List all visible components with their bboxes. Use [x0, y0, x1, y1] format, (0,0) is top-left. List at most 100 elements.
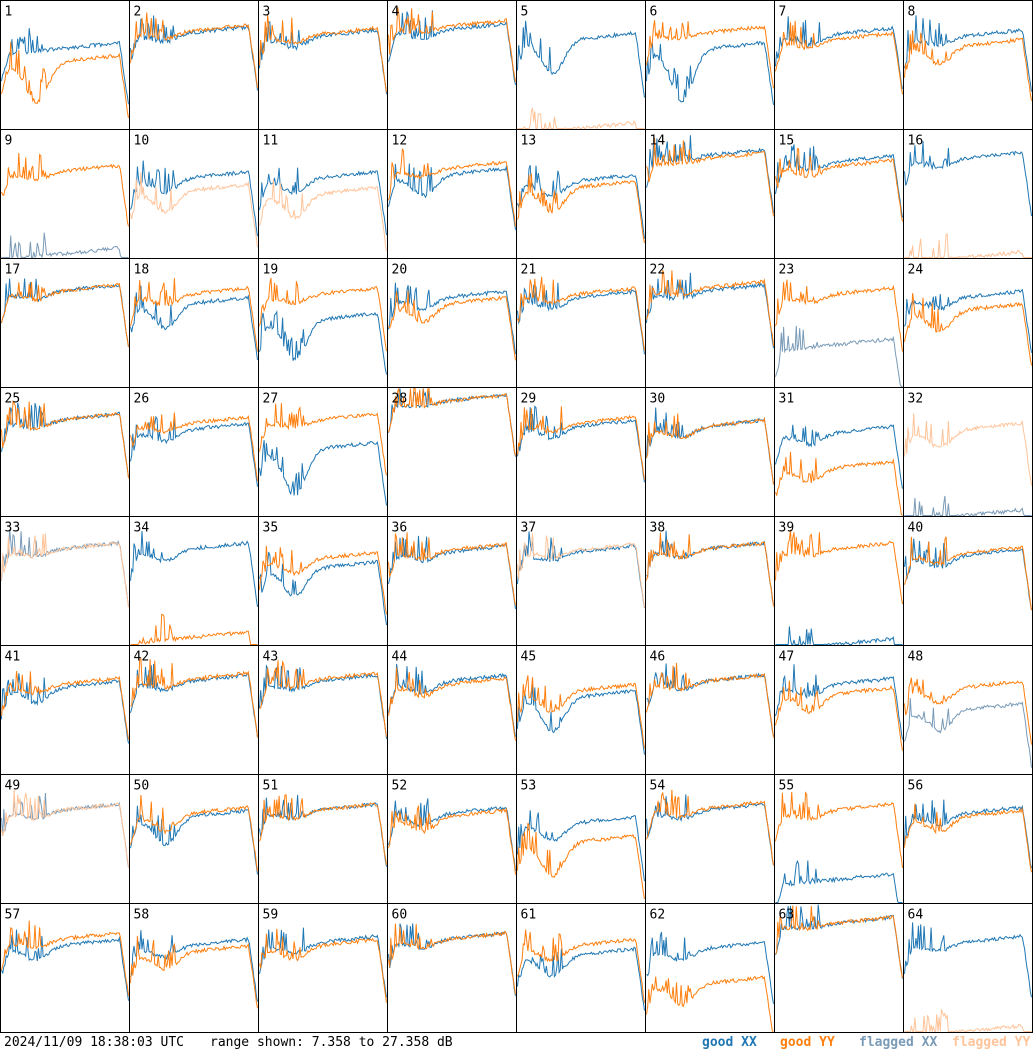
panel-number: 6 [650, 5, 658, 20]
panel-61: 61 [516, 903, 646, 1033]
series-xx-line [259, 21, 387, 95]
panel-frame [129, 774, 259, 904]
panel-frame [387, 774, 517, 904]
panel-number: 12 [392, 134, 408, 149]
panel-number: 53 [521, 779, 537, 794]
panel-4: 4 [387, 0, 517, 130]
panel-36: 36 [387, 516, 517, 646]
panel-frame [903, 258, 1033, 388]
panel-number: 54 [650, 779, 666, 794]
series-xx-line [904, 922, 1032, 998]
series-xx-line [388, 163, 516, 230]
series-yy-line [259, 660, 387, 737]
panel-number: 14 [650, 134, 666, 149]
series-xx-line [646, 40, 774, 105]
panel-30: 30 [645, 387, 775, 517]
series-xx-line [517, 946, 645, 1011]
series-yy-line [904, 677, 1032, 745]
panel-number: 41 [5, 650, 21, 665]
panel-number: 56 [908, 779, 924, 794]
panel-number: 55 [779, 779, 795, 794]
panel-62: 62 [645, 903, 775, 1033]
series-yy-line [904, 293, 1032, 366]
series-xx-line [517, 531, 645, 608]
series-xx-line [775, 626, 903, 646]
panel-frame [0, 903, 130, 1033]
series-yy-line [517, 929, 645, 1004]
series-yy-line [775, 148, 903, 222]
series-xx-line [259, 927, 387, 998]
panel-39: 39 [774, 516, 904, 646]
panel-number: 39 [779, 521, 795, 536]
panel-2: 2 [129, 0, 259, 130]
panel-43: 43 [258, 645, 388, 775]
panel-frame [516, 258, 646, 388]
panel-frame [258, 903, 388, 1033]
panel-frame [258, 516, 388, 646]
panel-31: 31 [774, 387, 904, 517]
panel-number: 51 [263, 779, 279, 794]
panel-number: 9 [5, 134, 13, 149]
panel-58: 58 [129, 903, 259, 1033]
panel-number: 19 [263, 263, 279, 278]
series-xx-line [130, 15, 258, 91]
panel-15: 15 [774, 129, 904, 259]
series-yy-line [259, 179, 387, 252]
panel-number: 28 [392, 392, 408, 407]
series-yy-line [130, 412, 258, 482]
panel-number: 32 [908, 392, 924, 407]
panel-42: 42 [129, 645, 259, 775]
panel-number: 29 [521, 392, 537, 407]
panel-frame [645, 258, 775, 388]
panel-59: 59 [258, 903, 388, 1033]
series-yy-line [646, 20, 774, 89]
series-xx-line [646, 135, 774, 214]
panel-number: 49 [5, 779, 21, 794]
series-yy-line [388, 804, 516, 875]
panel-number: 2 [134, 5, 142, 20]
series-xx-line [517, 683, 645, 755]
panel-frame [903, 0, 1033, 130]
series-yy-line [646, 532, 774, 607]
series-yy-line [259, 14, 387, 93]
series-xx-line [130, 530, 258, 607]
panel-frame [774, 129, 904, 259]
panel-number: 7 [779, 5, 787, 20]
panel-number: 48 [908, 650, 924, 665]
series-yy-line [130, 613, 258, 645]
series-xx-line [904, 288, 1032, 353]
panel-22: 22 [645, 258, 775, 388]
series-yy-line [904, 1009, 1032, 1033]
series-yy-line [904, 803, 1032, 873]
series-yy-line [904, 413, 1032, 486]
series-yy-line [259, 545, 387, 615]
panel-44: 44 [387, 645, 517, 775]
series-yy-line [775, 905, 903, 979]
panel-9: 9 [0, 129, 130, 260]
series-yy-line [1, 920, 129, 996]
panel-frame [0, 129, 130, 259]
panel-number: 8 [908, 5, 916, 20]
panel-number: 60 [392, 908, 408, 923]
panel-number: 33 [5, 521, 21, 536]
series-yy-line [130, 935, 258, 1009]
series-yy-line [130, 657, 258, 738]
panel-number: 27 [263, 392, 279, 407]
panel-frame [516, 387, 646, 517]
series-xx-line [646, 530, 774, 605]
panel-frame [129, 645, 259, 775]
panel-19: 19 [258, 258, 388, 388]
series-yy-line [1, 400, 129, 479]
panel-frame [258, 0, 388, 130]
series-xx-line [388, 663, 516, 737]
panel-45: 45 [516, 645, 646, 775]
panel-number: 37 [521, 521, 537, 536]
series-yy-line [1, 41, 129, 118]
series-xx-line [130, 285, 258, 361]
panel-56: 56 [903, 774, 1033, 904]
panel-frame [645, 903, 775, 1033]
panel-number: 47 [779, 650, 795, 665]
panel-18: 18 [129, 258, 259, 388]
